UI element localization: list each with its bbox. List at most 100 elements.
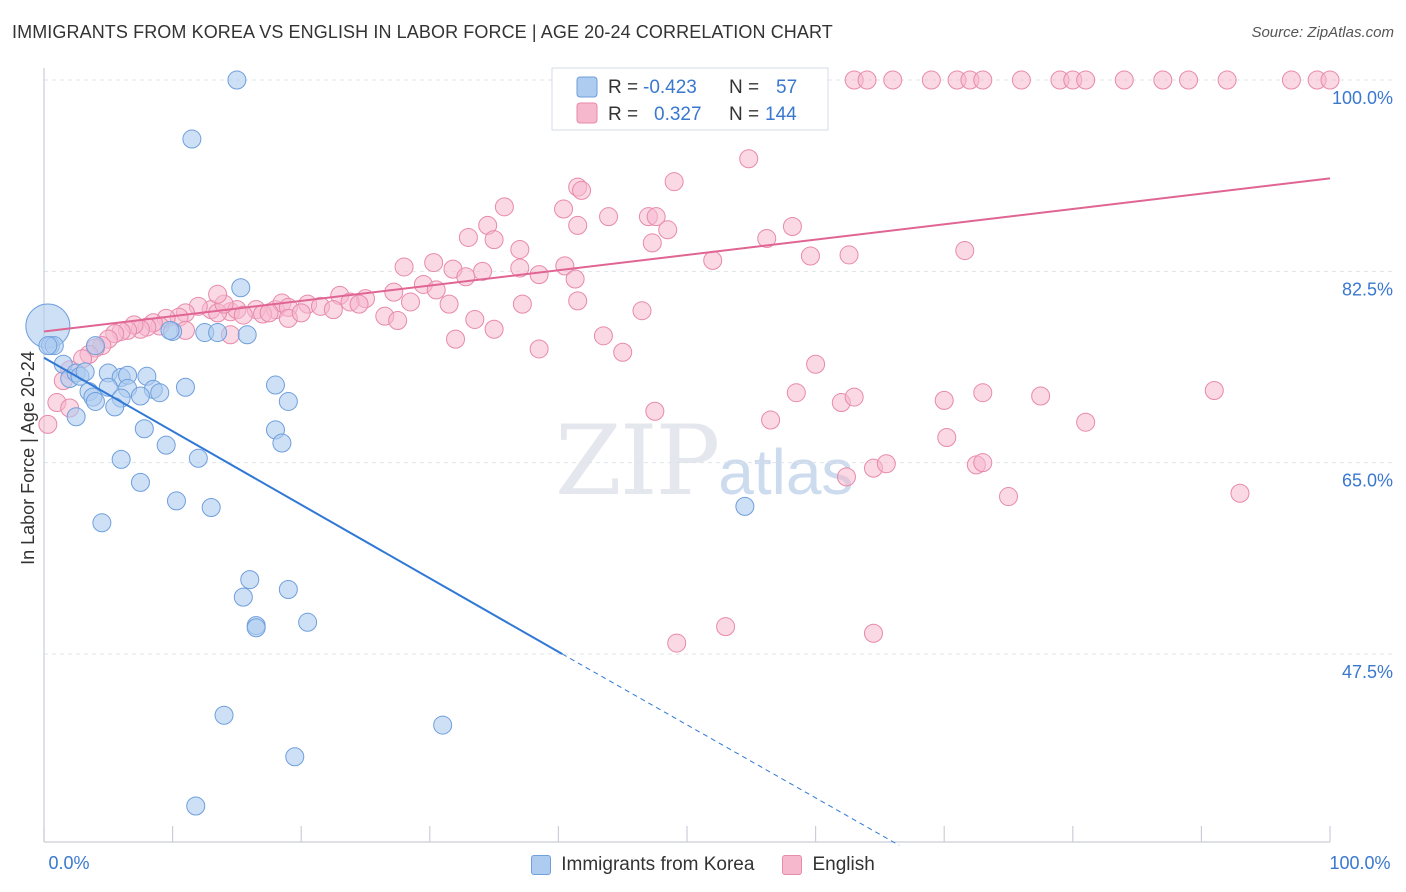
english-point: [456, 267, 476, 287]
english-point: [739, 149, 759, 169]
korea-point: [111, 449, 131, 469]
english-point: [645, 401, 665, 421]
english-point: [836, 467, 856, 487]
english-point: [937, 428, 957, 448]
english-point: [388, 311, 408, 331]
bottom-legend-item-english: English: [782, 854, 875, 876]
english-point: [494, 197, 514, 217]
chart-title: IMMIGRANTS FROM KOREA VS ENGLISH IN LABO…: [12, 22, 833, 42]
bottom-legend-item-korea: Immigrants from Korea: [531, 854, 754, 876]
korea-point: [188, 448, 208, 468]
english-point: [599, 207, 619, 227]
english-point: [921, 70, 941, 90]
english-point: [323, 300, 343, 320]
korea-point: [433, 715, 453, 735]
english-point: [1031, 386, 1051, 406]
legend: R = -0.423 N = 57 R = 0.327 N = 144: [551, 67, 829, 131]
korea-point: [175, 377, 195, 397]
english-point: [786, 383, 806, 403]
legend-n-label-blue: N =: [729, 77, 759, 98]
legend-frame: [551, 67, 829, 131]
korea-point: [285, 747, 305, 767]
english-point: [439, 294, 459, 314]
english-point: [863, 623, 883, 643]
english-point: [883, 70, 903, 90]
korea-point: [156, 435, 176, 455]
english-point: [642, 233, 662, 253]
english-point: [233, 305, 253, 325]
legend-swatch-korea: [531, 855, 552, 875]
english-point: [613, 342, 633, 362]
english-point: [1230, 483, 1250, 503]
legend-n-label-pink: N =: [729, 104, 759, 125]
y-tick-label: 47.5%: [1342, 662, 1393, 682]
english-point: [973, 70, 993, 90]
series-korea: [25, 70, 755, 816]
korea-point: [278, 391, 298, 411]
korea-point: [160, 320, 180, 340]
english-point: [1011, 70, 1031, 90]
bottom-legend-label-english: English: [812, 854, 875, 875]
english-point: [844, 387, 864, 407]
x-tick-label-min: 0.0%: [48, 853, 89, 873]
english-point: [593, 326, 613, 346]
english-point: [565, 269, 585, 289]
english-point: [782, 217, 802, 237]
english-point: [458, 227, 478, 247]
english-point: [484, 230, 504, 250]
korea-point: [227, 70, 247, 90]
y-tick-labels: 47.5% 65.0% 82.5% 100.0%: [1332, 88, 1393, 682]
english-point: [1179, 70, 1199, 90]
legend-r-value-pink: 0.327: [654, 104, 702, 125]
legend-r-label-pink: R =: [608, 104, 638, 125]
y-axis-label: In Labor Force | Age 20-24: [18, 351, 38, 565]
english-point: [554, 199, 574, 219]
english-point: [568, 215, 588, 235]
english-point: [510, 239, 530, 259]
english-point: [839, 245, 859, 265]
english-point: [446, 329, 466, 349]
watermark: ZIPatlas: [555, 405, 853, 517]
english-point: [955, 241, 975, 261]
legend-r-value-blue: -0.423: [643, 77, 697, 98]
x-ticks: [43, 826, 1331, 842]
korea-point: [201, 497, 221, 517]
english-point: [529, 339, 549, 359]
series-english: [38, 70, 1340, 653]
korea-trend-line: [43, 356, 563, 655]
watermark-atlas: atlas: [718, 436, 854, 508]
english-point: [208, 284, 228, 304]
korea-point: [265, 375, 285, 395]
english-point: [510, 258, 530, 278]
english-point: [667, 633, 687, 653]
english-point: [572, 180, 592, 200]
korea-point: [237, 325, 257, 345]
english-point: [761, 410, 781, 430]
bottom-legend-label-korea: Immigrants from Korea: [561, 854, 755, 875]
korea-point: [298, 612, 318, 632]
korea-point: [278, 579, 298, 599]
korea-point: [85, 336, 105, 356]
english-point: [384, 282, 404, 302]
english-point: [632, 301, 652, 321]
bottom-legend: Immigrants from Korea English: [0, 851, 1406, 879]
english-point: [291, 303, 311, 323]
korea-point: [231, 278, 251, 298]
english-point: [1281, 70, 1301, 90]
english-point: [1076, 412, 1096, 432]
english-point: [1320, 70, 1340, 90]
korea-point: [150, 383, 170, 403]
english-point: [38, 414, 58, 434]
english-point: [1114, 70, 1134, 90]
english-point: [394, 257, 414, 277]
korea-point: [735, 496, 755, 516]
korea-point: [134, 419, 154, 439]
english-point: [465, 309, 485, 329]
korea-point: [214, 705, 234, 725]
english-point: [512, 294, 532, 314]
korea-point: [182, 129, 202, 149]
y-tick-label: 82.5%: [1342, 279, 1393, 299]
english-point: [973, 453, 993, 473]
english-point: [800, 246, 820, 266]
